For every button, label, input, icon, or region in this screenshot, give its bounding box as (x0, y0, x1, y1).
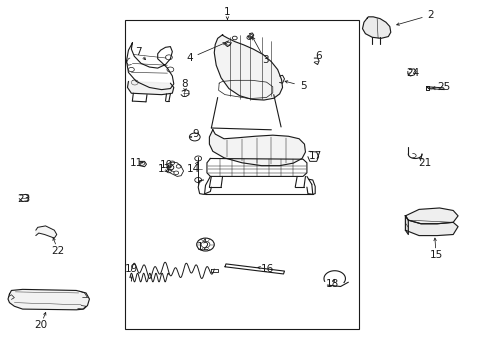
Text: 23: 23 (18, 194, 31, 204)
Text: 19: 19 (124, 264, 138, 274)
Text: 25: 25 (436, 82, 449, 93)
Text: 5: 5 (299, 81, 305, 91)
Polygon shape (405, 208, 457, 224)
Text: 3: 3 (261, 55, 268, 65)
Text: 18: 18 (325, 279, 339, 289)
Text: 20: 20 (34, 320, 47, 330)
Text: 7: 7 (135, 46, 141, 57)
Text: 17: 17 (308, 150, 321, 161)
Text: 15: 15 (428, 250, 442, 260)
Polygon shape (405, 216, 407, 234)
Text: 13: 13 (157, 164, 170, 174)
Text: 6: 6 (315, 51, 321, 61)
Polygon shape (214, 35, 282, 100)
Text: 8: 8 (182, 79, 188, 89)
Polygon shape (36, 226, 57, 238)
Text: 22: 22 (52, 246, 65, 256)
Text: 21: 21 (417, 158, 430, 168)
Text: 12: 12 (196, 242, 209, 252)
Text: 1: 1 (224, 7, 230, 17)
Bar (125, 21, 358, 329)
Polygon shape (127, 81, 173, 95)
Text: 24: 24 (405, 68, 419, 78)
Text: 10: 10 (160, 159, 173, 170)
Polygon shape (209, 130, 305, 166)
Polygon shape (8, 289, 89, 310)
Text: 16: 16 (261, 264, 274, 274)
Text: 2: 2 (427, 10, 433, 20)
Text: 9: 9 (192, 129, 199, 139)
Text: 11: 11 (129, 158, 142, 168)
Text: 14: 14 (186, 164, 200, 174)
Polygon shape (405, 216, 457, 235)
Polygon shape (362, 17, 390, 39)
Text: 4: 4 (186, 53, 193, 63)
